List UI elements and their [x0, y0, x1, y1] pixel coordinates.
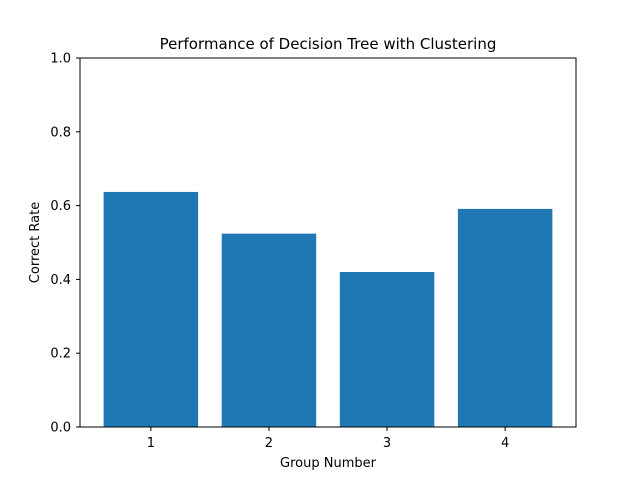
x-axis-label: Group Number	[280, 456, 377, 471]
bar-4	[457, 208, 553, 427]
bars-group	[103, 191, 553, 427]
bar-2	[221, 233, 317, 427]
x-tick-label: 1	[147, 436, 155, 451]
bar-1	[103, 191, 199, 427]
x-tick-label: 2	[265, 436, 273, 451]
chart-title: Performance of Decision Tree with Cluste…	[160, 35, 497, 53]
y-tick-label: 0.2	[50, 347, 71, 362]
plot-area-frame	[79, 57, 577, 428]
bar-3	[339, 272, 435, 427]
y-tick-label: 1.0	[50, 52, 71, 67]
y-tick-label: 0.4	[50, 273, 71, 288]
x-axis: 1 2 3 4	[147, 427, 509, 451]
x-tick-label: 3	[383, 436, 391, 451]
y-tick-label: 0.6	[50, 199, 71, 214]
y-tick-label: 0.0	[50, 421, 71, 436]
y-axis: 0.0 0.2 0.4 0.6 0.8 1.0	[50, 52, 80, 436]
y-axis-label: Correct Rate	[28, 202, 43, 283]
y-tick-label: 0.8	[50, 125, 71, 140]
x-tick-label: 4	[501, 436, 509, 451]
